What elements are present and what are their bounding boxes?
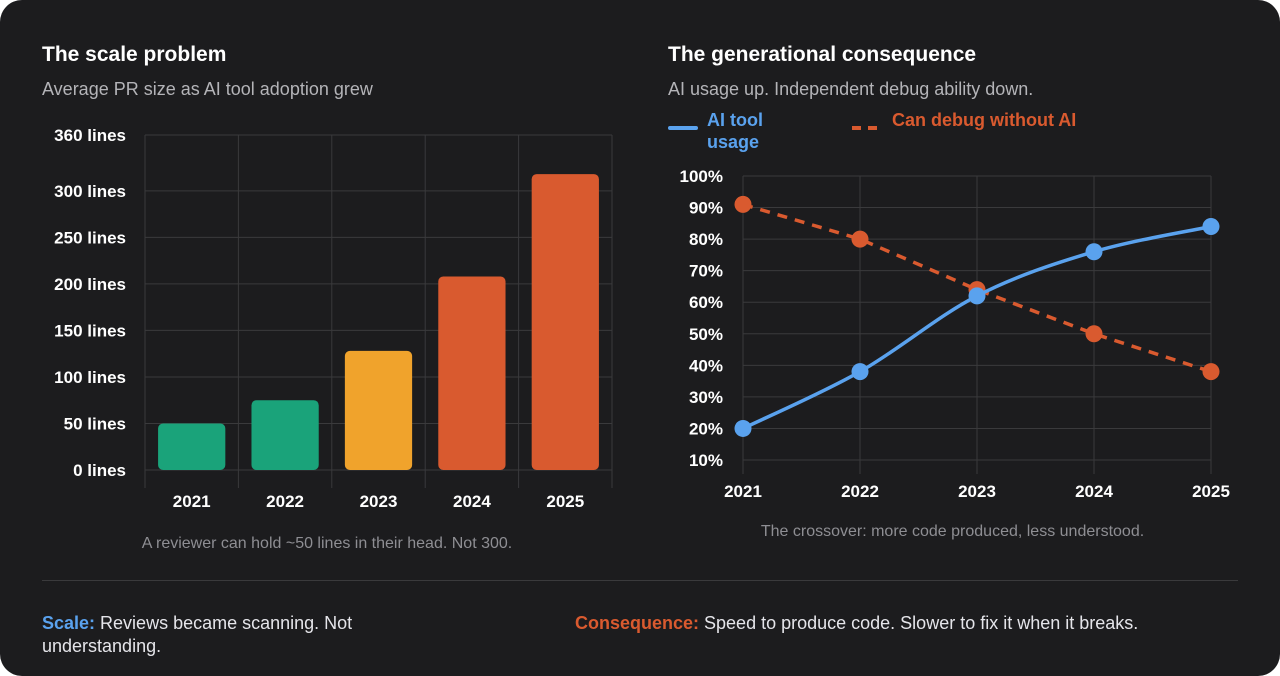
point-can-debug-without-ai-2021 bbox=[734, 195, 752, 213]
bar-chart-ytick-label: 360 lines bbox=[54, 126, 126, 145]
point-ai-tool-usage-2025 bbox=[1202, 217, 1220, 235]
point-ai-tool-usage-2024 bbox=[1085, 243, 1103, 261]
line-chart-ytick-label: 80% bbox=[689, 230, 723, 249]
bar-2021 bbox=[158, 423, 226, 470]
line-chart-ytick-label: 50% bbox=[689, 325, 723, 344]
point-ai-tool-usage-2021 bbox=[734, 419, 752, 437]
bar-chart: 0 lines 50 lines 100 lines 150 lines 200 lin… bbox=[54, 126, 613, 511]
legend-solid-line-icon bbox=[668, 126, 698, 130]
line-chart-caption: The crossover: more code produced, less … bbox=[760, 523, 1145, 540]
line-chart-ytick-label: 40% bbox=[689, 356, 723, 375]
bar-chart-caption: A reviewer can hold ~50 lines in their h… bbox=[141, 535, 513, 552]
bar-chart-ytick-label: 0 lines bbox=[73, 461, 126, 480]
line-chart-ytick-label: 70% bbox=[689, 262, 723, 281]
bar-chart-xtick-label: 2025 bbox=[546, 492, 584, 511]
point-can-debug-without-ai-2022 bbox=[851, 230, 869, 248]
bar-chart-subtitle: Average PR size as AI tool adoption grew bbox=[42, 79, 373, 99]
bar-2022 bbox=[251, 400, 319, 470]
footer-consequence-note: Consequence: Speed to produce code. Slow… bbox=[575, 612, 1175, 635]
line-chart-subtitle: AI usage up. Independent debug ability d… bbox=[668, 79, 1034, 99]
line-chart: 10% 20% 30% 40% 50% 60% 70% 80% 90% 100% 2021 2022 2… bbox=[680, 167, 1230, 501]
footer-scale-lead: Scale: bbox=[42, 613, 96, 633]
divider bbox=[42, 580, 1238, 581]
line-chart-ytick-label: 60% bbox=[689, 293, 723, 312]
bar-chart-xtick-label: 2021 bbox=[173, 492, 211, 511]
line-chart-ytick-label: 10% bbox=[689, 451, 723, 470]
line-chart-xtick-label: 2023 bbox=[958, 482, 996, 501]
bar-2025 bbox=[531, 174, 599, 471]
bar-chart-xtick-label: 2022 bbox=[266, 492, 304, 511]
line-chart-title: The generational consequence bbox=[668, 43, 977, 66]
legend-label-can-debug-without-ai: Can debug without AI bbox=[892, 110, 1077, 130]
bar-chart-ytick-label: 150 lines bbox=[54, 321, 126, 340]
line-chart-xtick-label: 2022 bbox=[841, 482, 879, 501]
bar-2023 bbox=[344, 350, 413, 470]
line-chart-ytick-label: 100% bbox=[680, 167, 723, 186]
line-chart-ytick-label: 30% bbox=[689, 388, 723, 407]
bar-chart-ytick-label: 300 lines bbox=[54, 182, 126, 201]
line-chart-xtick-label: 2025 bbox=[1192, 482, 1230, 501]
point-ai-tool-usage-2023 bbox=[968, 287, 986, 305]
bar-chart-xtick-label: 2024 bbox=[453, 492, 491, 511]
point-can-debug-without-ai-2025 bbox=[1202, 363, 1220, 381]
point-ai-tool-usage-2022 bbox=[851, 363, 869, 381]
bar-chart-xtick-label: 2023 bbox=[360, 492, 398, 511]
bar-2024 bbox=[438, 276, 506, 470]
bar-chart-title: The scale problem bbox=[42, 43, 227, 66]
footer-consequence-lead: Consequence: bbox=[575, 613, 700, 633]
footer-scale-text: Reviews became scanning. Not understandi… bbox=[42, 613, 353, 656]
bar-chart-ytick-label: 250 lines bbox=[54, 228, 126, 247]
footer-scale-note: Scale: Reviews became scanning. Not unde… bbox=[42, 612, 442, 658]
line-chart-xtick-label: 2021 bbox=[724, 482, 762, 501]
bar-chart-ytick-label: 50 lines bbox=[64, 414, 126, 433]
legend-label-ai-tool-usage: AI tool usage bbox=[707, 110, 763, 152]
footer-consequence-text: Speed to produce code. Slower to fix it … bbox=[699, 613, 1139, 633]
series-line-can-debug-without-ai bbox=[742, 202, 1212, 374]
legend-dashed-line-icon bbox=[852, 126, 884, 130]
point-can-debug-without-ai-2024 bbox=[1085, 325, 1103, 343]
line-chart-xtick-label: 2024 bbox=[1075, 482, 1113, 501]
line-chart-ytick-label: 20% bbox=[689, 419, 723, 438]
bar-chart-ytick-label: 100 lines bbox=[54, 368, 126, 387]
line-chart-ytick-label: 90% bbox=[689, 199, 723, 218]
bar-chart-ytick-label: 200 lines bbox=[54, 275, 126, 294]
